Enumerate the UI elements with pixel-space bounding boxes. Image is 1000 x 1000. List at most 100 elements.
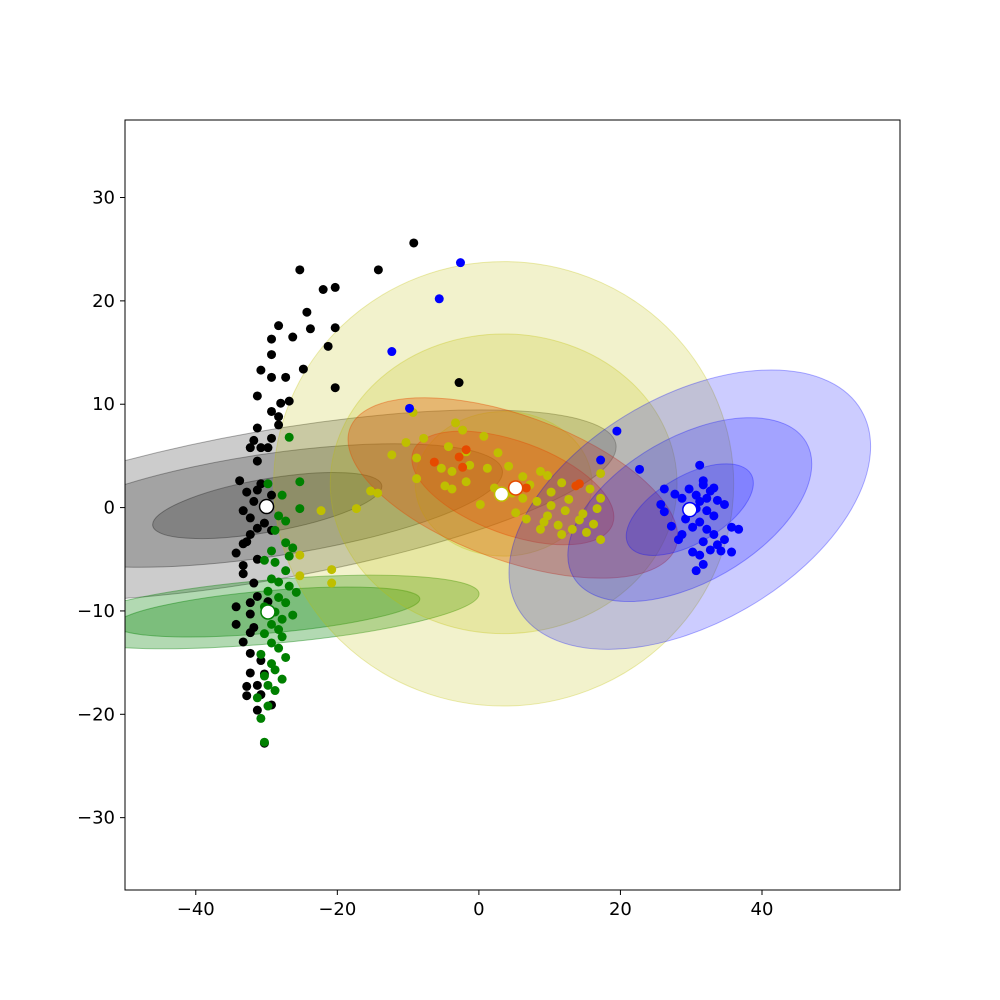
scatter-point-s0-6 <box>274 321 284 331</box>
scatter-point-s0-32 <box>235 476 245 486</box>
scatter-point-s0-23 <box>274 412 284 422</box>
scatter-point-s4-7 <box>695 460 705 470</box>
mean-marker-s1 <box>260 604 276 620</box>
scatter-point-s4-36 <box>698 559 708 569</box>
scatter-point-s4-32 <box>716 546 726 556</box>
scatter-point-s0-57 <box>231 619 241 629</box>
scatter-point-s1-15 <box>274 593 284 603</box>
scatter-point-s2-29 <box>327 565 337 575</box>
scatter-point-s1-16 <box>281 598 291 608</box>
x-axis: −40 −20 0 20 40 <box>177 890 774 920</box>
scatter-point-s2-14 <box>465 460 475 470</box>
scatter-point-s4-18 <box>702 506 712 516</box>
scatter-point-s4-25 <box>709 529 719 539</box>
scatter-point-s1-36 <box>256 713 266 723</box>
scatter-point-s4-6 <box>635 464 645 474</box>
scatter-point-s4-43 <box>709 483 719 493</box>
confidence-ellipse-s2-0 <box>273 261 735 707</box>
scatter-point-s4-45 <box>677 529 687 539</box>
mean-layer <box>258 480 698 620</box>
scatter-point-s0-60 <box>245 648 255 658</box>
scatter-point-s1-6 <box>281 538 291 548</box>
scatter-point-s2-13 <box>447 466 457 476</box>
scatter-point-s2-60 <box>535 524 545 534</box>
scatter-point-s4-15 <box>712 495 722 505</box>
scatter-point-s1-41 <box>295 504 305 514</box>
scatter-point-s0-37 <box>249 496 259 506</box>
scatter-point-s0-22 <box>267 406 277 416</box>
scatter-point-s0-51 <box>252 591 262 601</box>
scatter-point-s2-4 <box>419 433 429 443</box>
scatter-point-s2-52 <box>557 529 567 539</box>
scatter-point-s2-49 <box>596 535 606 545</box>
scatter-point-s4-0 <box>455 258 465 268</box>
scatter-point-s1-19 <box>277 614 287 624</box>
confidence-ellipse-s2-1 <box>329 333 678 635</box>
scatter-point-s0-9 <box>288 332 298 342</box>
mean-marker-s4 <box>682 501 698 518</box>
scatter-point-s2-43 <box>596 493 606 503</box>
scatter-point-s2-37 <box>518 493 528 503</box>
scatter-point-s0-29 <box>263 443 273 453</box>
scatter-point-s0-31 <box>252 456 262 466</box>
scatter-point-s1-34 <box>252 693 262 703</box>
scatter-point-s1-32 <box>263 680 273 690</box>
scatter-point-s2-50 <box>475 499 485 509</box>
scatter-point-s0-43 <box>245 529 255 539</box>
scatter-point-s4-10 <box>677 493 687 503</box>
scatter-point-s0-55 <box>245 609 255 619</box>
scatter-point-s1-7 <box>267 546 277 556</box>
scatter-point-s4-42 <box>702 493 712 503</box>
x-tick-label-4: 40 <box>751 899 774 920</box>
scatter-point-s2-22 <box>596 468 606 478</box>
scatter-point-s4-34 <box>695 550 705 560</box>
scatter-point-s1-8 <box>284 551 294 561</box>
scatter-point-s1-43 <box>259 555 269 565</box>
scatter-point-s0-52 <box>245 598 255 608</box>
scatter-point-s2-24 <box>373 488 383 498</box>
scatter-point-s2-21 <box>585 484 595 494</box>
scatter-point-s3-3 <box>429 457 439 467</box>
scatter-point-s4-44 <box>698 476 708 486</box>
scatter-point-s4-29 <box>698 537 708 547</box>
scatter-point-s2-59 <box>518 472 528 482</box>
scatter-point-s1-26 <box>256 649 266 659</box>
scatter-point-s0-27 <box>256 443 266 453</box>
scatter-point-s1-33 <box>270 686 280 696</box>
scatter-point-s2-3 <box>479 431 489 441</box>
scatter-point-s3-0 <box>454 452 464 462</box>
scatter-point-s0-25 <box>252 423 262 433</box>
y-tick-label-5: −20 <box>77 704 115 725</box>
scatter-point-s0-45 <box>238 539 248 549</box>
scatter-point-s2-11 <box>412 453 422 463</box>
scatter-point-s2-39 <box>546 501 556 511</box>
scatter-point-s4-33 <box>727 547 737 557</box>
scatter-point-s4-4 <box>612 426 622 436</box>
scatter-point-s2-27 <box>295 550 305 560</box>
scatter-point-s4-22 <box>688 522 698 532</box>
scatter-point-s0-19 <box>252 391 262 401</box>
y-tick-label-2: 10 <box>92 394 115 415</box>
scatter-point-s3-5 <box>574 479 584 489</box>
scatter-point-s2-8 <box>493 448 503 458</box>
scatter-point-s1-31 <box>277 674 287 684</box>
scatter-point-s4-28 <box>734 524 744 534</box>
scatter-point-s4-17 <box>695 496 705 506</box>
scatter-point-s4-8 <box>659 484 669 494</box>
scatter-point-s4-24 <box>702 524 712 534</box>
scatter-point-s2-55 <box>543 511 553 521</box>
scatter-point-s0-12 <box>267 350 277 360</box>
mean-marker-s3 <box>507 480 524 496</box>
scatter-point-s1-4 <box>281 516 291 526</box>
scatter-point-s0-17 <box>454 378 464 388</box>
scatter-point-s4-41 <box>656 499 666 509</box>
scatter-point-s2-32 <box>440 481 450 491</box>
point-layer <box>231 238 744 748</box>
scatter-point-s1-38 <box>288 610 298 620</box>
plot-frame <box>124 119 901 891</box>
scatter-point-s2-16 <box>504 461 514 471</box>
scatter-point-s1-2 <box>295 477 305 487</box>
scatter-point-s0-34 <box>252 485 262 495</box>
scatter-point-s1-14 <box>263 586 273 596</box>
scatter-point-s0-48 <box>238 569 248 579</box>
